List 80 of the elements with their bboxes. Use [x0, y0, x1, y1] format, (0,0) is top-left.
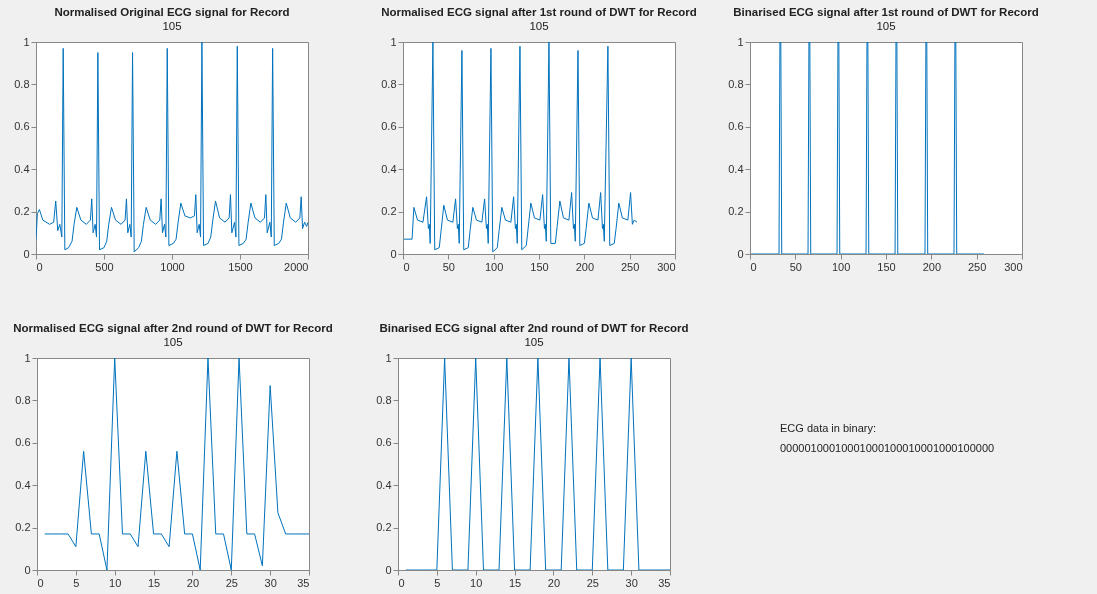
x-tick-label: 50 [789, 260, 802, 273]
y-tick-label: 0.6 [376, 436, 392, 449]
text: 00000100010001000100010001000100000 [780, 441, 995, 456]
text: ECG data in binary: [780, 421, 877, 436]
y-tick-label: 0.2 [728, 205, 744, 218]
x-tick-label: 5 [73, 576, 80, 589]
x-tick-label: 35 [297, 576, 310, 589]
y-tick-label: 0 [390, 247, 397, 260]
line-series [403, 42, 638, 253]
chart-subtitle: 105 [162, 19, 182, 32]
y-tick-label: 0.2 [381, 205, 397, 218]
chart-title: Normalised Original ECG signal for Record [54, 6, 290, 18]
x-tick-label: 1000 [160, 260, 185, 273]
x-tick-label: 5 [434, 576, 441, 589]
x-tick-label: 100 [484, 260, 504, 273]
x-tick-label: 150 [530, 260, 549, 273]
y-tick-label: 0.6 [728, 120, 744, 133]
y-tick-label: 1 [737, 35, 744, 48]
y-tick-label: 0.8 [15, 393, 31, 406]
x-tick-label: 150 [877, 260, 896, 273]
x-tick-label: 2000 [284, 260, 309, 273]
x-tick-label: 0 [36, 260, 43, 273]
x-tick-label: 0 [403, 260, 410, 273]
x-tick-label: 0 [750, 260, 757, 273]
y-tick-label: 0 [23, 247, 30, 260]
y-tick-label: 0.2 [376, 521, 392, 534]
chart-title: Normalised ECG signal after 1st round of DWT for Record [381, 6, 697, 18]
chart-subtitle: 105 [524, 335, 544, 348]
y-tick-label: 0.6 [15, 436, 31, 449]
y-tick-label: 1 [385, 351, 392, 364]
chart-title: Normalised ECG signal after 2nd round of DWT for Record [13, 322, 333, 334]
y-tick-label: 0 [737, 247, 744, 260]
y-tick-label: 0 [24, 563, 31, 576]
x-tick-label: 300 [657, 260, 676, 273]
x-tick-label: 0 [398, 576, 405, 589]
chart-subtitle: 105 [163, 335, 183, 348]
y-tick-label: 1 [24, 351, 31, 364]
chart-subtitle: 105 [529, 19, 549, 32]
y-tick-label: 0.8 [14, 77, 30, 90]
x-tick-label: 10 [109, 576, 122, 589]
y-tick-label: 0.2 [14, 205, 30, 218]
x-tick-label: 500 [95, 260, 114, 273]
x-tick-label: 200 [575, 260, 595, 273]
chart-title: Binarised ECG signal after 2nd round of DWT for Record [379, 322, 689, 334]
line-series [36, 42, 308, 253]
x-tick-label: 30 [264, 576, 277, 589]
x-tick-label: 250 [967, 260, 987, 273]
chart-subtitle: 105 [876, 19, 896, 32]
y-tick-label: 0.4 [728, 162, 744, 175]
y-tick-label: 0.4 [381, 162, 397, 175]
y-tick-label: 1 [23, 35, 30, 48]
x-tick-label: 50 [442, 260, 455, 273]
x-tick-label: 10 [470, 576, 483, 589]
x-tick-label: 20 [186, 576, 200, 589]
line-series [44, 358, 309, 570]
x-tick-label: 35 [658, 576, 671, 589]
x-tick-label: 25 [225, 576, 238, 589]
y-tick-label: 0.4 [14, 162, 30, 175]
y-tick-label: 0 [385, 563, 392, 576]
y-tick-label: 0.4 [376, 478, 392, 491]
x-tick-label: 200 [922, 260, 942, 273]
y-tick-label: 0.8 [381, 77, 397, 90]
x-tick-label: 15 [147, 576, 161, 589]
x-tick-label: 30 [625, 576, 638, 589]
x-tick-label: 100 [831, 260, 851, 273]
y-tick-label: 0.6 [381, 120, 397, 133]
x-tick-label: 25 [586, 576, 599, 589]
x-tick-label: 1500 [228, 260, 253, 273]
chart-title: Binarised ECG signal after 1st round of DWT for Record [733, 6, 1039, 18]
y-tick-label: 0.4 [15, 478, 31, 491]
y-tick-label: 0.2 [15, 521, 31, 534]
x-tick-label: 250 [620, 260, 640, 273]
y-tick-label: 0.6 [14, 120, 30, 133]
y-tick-label: 0.8 [376, 393, 392, 406]
x-tick-label: 15 [508, 576, 522, 589]
x-tick-label: 20 [547, 576, 561, 589]
x-tick-label: 300 [1004, 260, 1023, 273]
y-tick-label: 0.8 [728, 77, 744, 90]
y-tick-label: 1 [390, 35, 397, 48]
x-tick-label: 0 [37, 576, 44, 589]
